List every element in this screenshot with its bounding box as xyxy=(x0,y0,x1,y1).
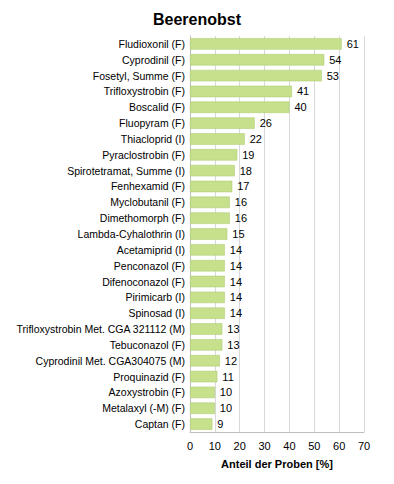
svg-text:20: 20 xyxy=(234,440,246,452)
svg-text:Difenoconazol (F): Difenoconazol (F) xyxy=(102,276,185,288)
svg-text:Dimethomorph (F): Dimethomorph (F) xyxy=(100,212,185,224)
svg-text:9: 9 xyxy=(217,418,223,430)
svg-text:54: 54 xyxy=(329,54,341,66)
svg-text:Acetamiprid (I): Acetamiprid (I) xyxy=(117,244,185,256)
svg-text:Thiacloprid (I): Thiacloprid (I) xyxy=(121,133,185,145)
svg-text:Spirotetramat, Summe (I): Spirotetramat, Summe (I) xyxy=(67,165,185,177)
svg-text:30: 30 xyxy=(258,440,270,452)
svg-text:15: 15 xyxy=(232,228,244,240)
svg-text:10: 10 xyxy=(220,386,232,398)
svg-text:Cyprodinil (F): Cyprodinil (F) xyxy=(122,54,185,66)
svg-text:Cyprodinil Met. CGA304075 (M): Cyprodinil Met. CGA304075 (M) xyxy=(36,355,185,367)
svg-text:Fenhexamid (F): Fenhexamid (F) xyxy=(111,180,185,192)
svg-text:Trifloxystrobin Met. CGA 32111: Trifloxystrobin Met. CGA 321112 (M) xyxy=(17,323,185,335)
svg-text:10: 10 xyxy=(209,440,221,452)
svg-text:Spinosad (I): Spinosad (I) xyxy=(128,307,185,319)
svg-text:Pyraclostrobin (F): Pyraclostrobin (F) xyxy=(102,149,185,161)
svg-text:Beerenobst: Beerenobst xyxy=(153,11,242,28)
svg-text:Trifloxystrobin (F): Trifloxystrobin (F) xyxy=(104,85,185,97)
svg-text:Myclobutanil (F): Myclobutanil (F) xyxy=(110,196,185,208)
svg-text:22: 22 xyxy=(250,133,262,145)
svg-text:Lambda-Cyhalothrin (I): Lambda-Cyhalothrin (I) xyxy=(78,228,185,240)
svg-text:16: 16 xyxy=(235,196,247,208)
svg-text:14: 14 xyxy=(230,276,242,288)
svg-text:14: 14 xyxy=(230,244,242,256)
svg-text:Pirimicarb (I): Pirimicarb (I) xyxy=(126,291,186,303)
svg-text:Captan (F): Captan (F) xyxy=(135,418,185,430)
svg-text:19: 19 xyxy=(242,149,254,161)
svg-text:14: 14 xyxy=(230,260,242,272)
svg-text:40: 40 xyxy=(283,440,295,452)
svg-text:Azoxystrobin (F): Azoxystrobin (F) xyxy=(109,386,185,398)
svg-text:41: 41 xyxy=(297,85,309,97)
svg-text:12: 12 xyxy=(225,355,237,367)
svg-text:18: 18 xyxy=(240,165,252,177)
svg-text:Boscalid (F): Boscalid (F) xyxy=(129,101,185,113)
svg-text:40: 40 xyxy=(294,101,306,113)
svg-text:Proquinazid (F): Proquinazid (F) xyxy=(113,371,185,383)
svg-text:Fosetyl, Summe (F): Fosetyl, Summe (F) xyxy=(93,70,185,82)
svg-text:53: 53 xyxy=(327,70,339,82)
svg-text:60: 60 xyxy=(333,440,345,452)
svg-text:Anteil der Proben [%]: Anteil der Proben [%] xyxy=(221,458,333,470)
svg-text:0: 0 xyxy=(187,440,193,452)
svg-text:50: 50 xyxy=(308,440,320,452)
svg-text:Tebuconazol (F): Tebuconazol (F) xyxy=(110,339,185,351)
svg-text:10: 10 xyxy=(220,402,232,414)
svg-text:26: 26 xyxy=(260,117,272,129)
svg-text:11: 11 xyxy=(222,371,233,383)
svg-text:Metalaxyl (-M) (F): Metalaxyl (-M) (F) xyxy=(102,402,185,414)
svg-text:16: 16 xyxy=(235,212,247,224)
svg-text:13: 13 xyxy=(227,323,239,335)
svg-text:13: 13 xyxy=(227,339,239,351)
svg-text:14: 14 xyxy=(230,291,242,303)
svg-text:14: 14 xyxy=(230,307,242,319)
svg-text:Fludioxonil (F): Fludioxonil (F) xyxy=(118,38,185,50)
svg-text:17: 17 xyxy=(237,180,249,192)
svg-text:61: 61 xyxy=(347,38,359,50)
svg-text:Fluopyram (F): Fluopyram (F) xyxy=(119,117,185,129)
svg-text:70: 70 xyxy=(358,440,370,452)
svg-text:Penconazol (F): Penconazol (F) xyxy=(114,260,185,272)
